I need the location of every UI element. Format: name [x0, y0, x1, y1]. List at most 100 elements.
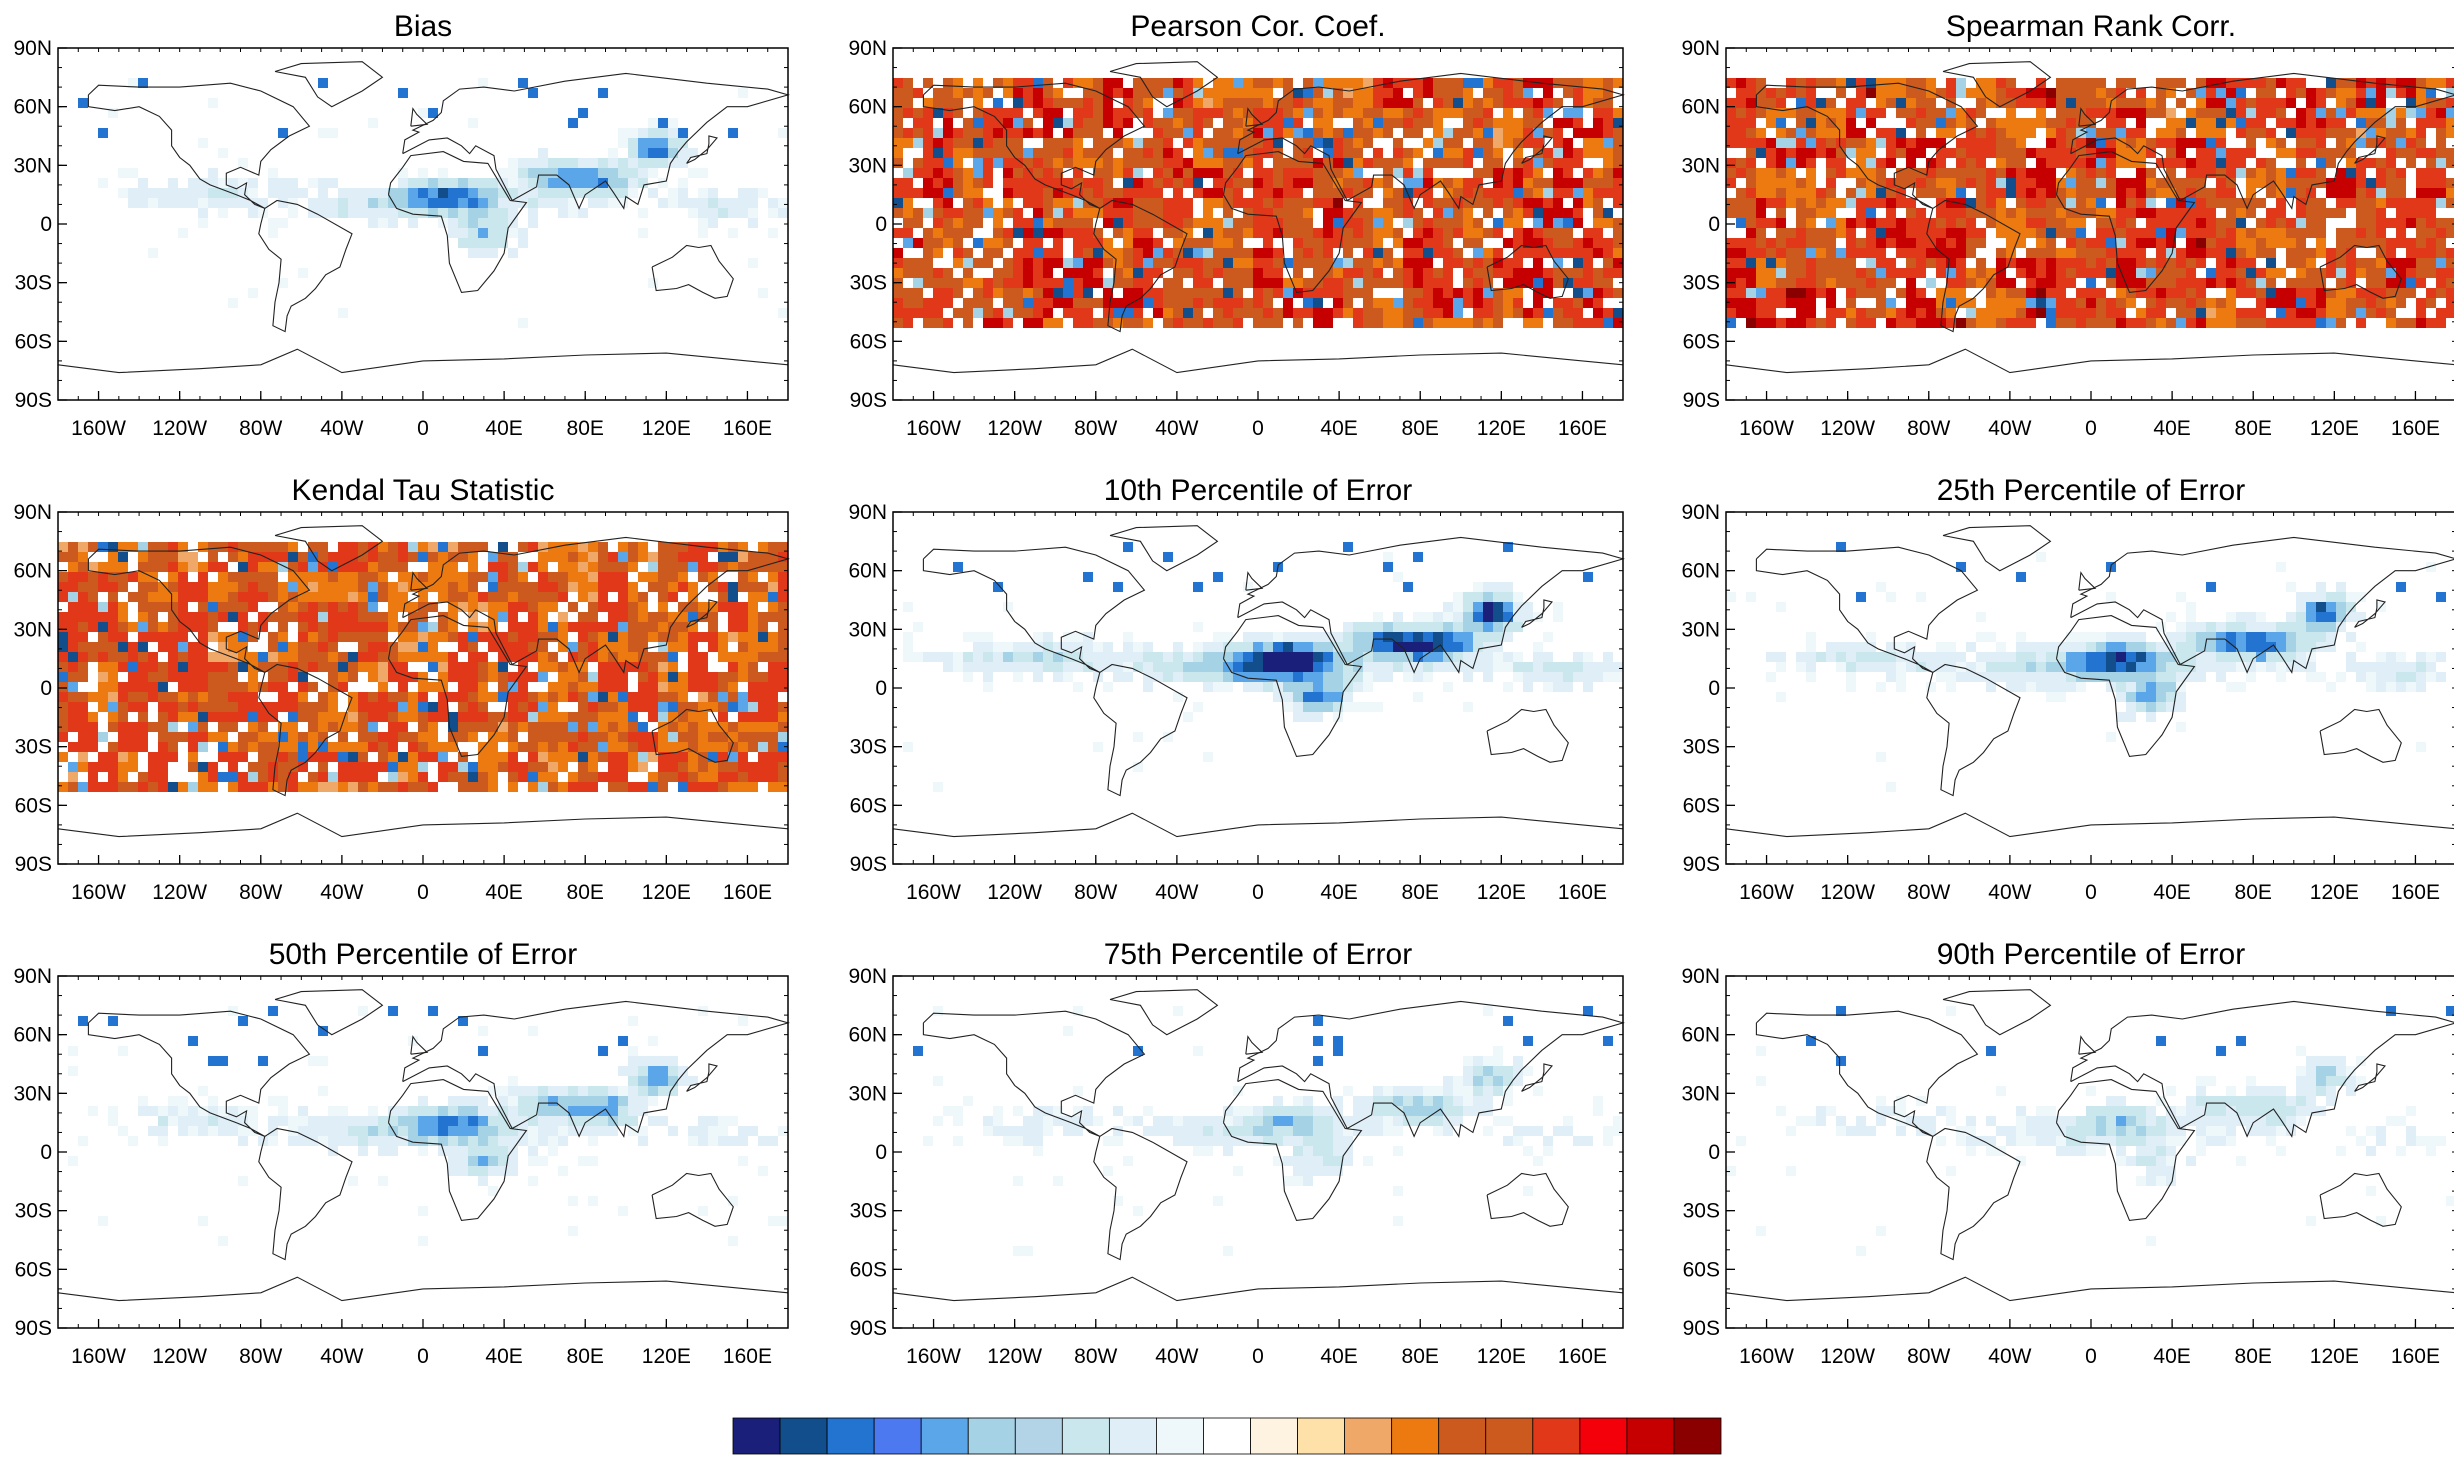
coastline: [1093, 663, 1188, 797]
lon-tick-label: 120W: [152, 1345, 207, 1368]
lon-tick-label: 120E: [642, 417, 691, 440]
coastline: [57, 1276, 789, 1302]
heat-field: [68, 1006, 788, 1246]
coastline: [1109, 61, 1219, 108]
lat-tick-label: 60S: [1683, 330, 1720, 353]
lat-tick-label: 90S: [850, 389, 887, 412]
coastline: [892, 348, 1624, 374]
lat-tick-label: 60N: [13, 1024, 52, 1047]
lat-tick-label: 30N: [848, 154, 887, 177]
lon-tick-label: 160E: [2391, 417, 2440, 440]
lat-tick-label: 30N: [1681, 618, 1720, 641]
lon-tick-label: 120E: [642, 881, 691, 904]
lat-tick-label: 90N: [848, 37, 887, 60]
lat-tick-label: 90S: [1683, 853, 1720, 876]
coastline: [2055, 1079, 2196, 1221]
lat-tick-label: 30S: [1683, 736, 1720, 759]
coastline: [258, 199, 353, 333]
lon-tick-label: 160W: [71, 881, 126, 904]
lat-tick-label: 30N: [13, 1082, 52, 1105]
coastline: [1755, 82, 1979, 209]
lat-tick-label: 60S: [850, 1258, 887, 1281]
lat-tick-label: 30S: [850, 272, 887, 295]
lat-tick-label: 60N: [848, 560, 887, 583]
coastline: [1725, 348, 2454, 374]
coastline: [402, 536, 790, 674]
colorbar-swatch: [1061, 1417, 1110, 1455]
lon-tick-label: 40W: [1988, 417, 2031, 440]
coastline: [686, 1063, 719, 1092]
coastline: [686, 135, 719, 164]
heat-field: [893, 78, 1623, 328]
coastline: [2354, 599, 2387, 628]
lat-tick-label: 0: [1708, 1141, 1720, 1164]
coastline: [2319, 1172, 2402, 1227]
lon-tick-label: 80W: [1074, 881, 1117, 904]
lat-tick-label: 30N: [13, 154, 52, 177]
lon-tick-label: 0: [2085, 417, 2097, 440]
lon-tick-label: 160E: [723, 417, 772, 440]
lat-tick-label: 60S: [850, 330, 887, 353]
coastline: [1486, 1172, 1569, 1227]
coastline: [1926, 1127, 2021, 1261]
lat-tick-label: 90N: [848, 501, 887, 524]
lat-tick-label: 60S: [15, 330, 52, 353]
coastline: [1486, 244, 1569, 299]
lon-tick-label: 40W: [1155, 417, 1198, 440]
lon-tick-label: 0: [417, 1345, 429, 1368]
lon-tick-label: 80E: [1402, 881, 1439, 904]
coastline: [387, 1079, 528, 1221]
lon-tick-label: 40E: [2153, 881, 2190, 904]
coastline: [410, 1035, 429, 1055]
lon-tick-label: 0: [417, 417, 429, 440]
lon-tick-label: 40E: [485, 881, 522, 904]
coastline: [410, 107, 429, 127]
coastline: [1942, 989, 2052, 1036]
coastline: [892, 1276, 1624, 1302]
lat-tick-label: 0: [1708, 677, 1720, 700]
lat-tick-label: 30N: [1681, 1082, 1720, 1105]
lat-tick-label: 30S: [1683, 272, 1720, 295]
coastline: [1942, 61, 2052, 108]
lat-tick-label: 90N: [848, 965, 887, 988]
coastline: [274, 989, 384, 1036]
panel-title: 25th Percentile of Error: [1937, 474, 2245, 507]
lon-tick-label: 160W: [906, 1345, 961, 1368]
map-panel: Pearson Cor. Coef. 160W 120W 80W 40W 0 40E 80E 1…: [848, 10, 1625, 440]
panel-title: Bias: [394, 10, 452, 43]
lon-tick-label: 80E: [1402, 417, 1439, 440]
lon-tick-label: 160E: [2391, 1345, 2440, 1368]
coastline: [1942, 525, 2052, 572]
lon-tick-label: 0: [2085, 1345, 2097, 1368]
coastline: [1521, 1063, 1554, 1092]
lat-tick-label: 30S: [850, 1200, 887, 1223]
coastline: [274, 525, 384, 572]
lat-tick-label: 0: [875, 677, 887, 700]
lon-tick-label: 40E: [2153, 1345, 2190, 1368]
coastline: [922, 546, 1146, 673]
coastline: [87, 82, 311, 209]
lat-tick-label: 0: [40, 677, 52, 700]
lat-tick-label: 90S: [850, 853, 887, 876]
lon-tick-label: 160W: [1739, 417, 1794, 440]
colorbar-swatch: [1108, 1417, 1157, 1455]
coastline: [1237, 1000, 1625, 1138]
coastline: [387, 615, 528, 757]
lat-tick-label: 60N: [13, 560, 52, 583]
coastline: [1521, 135, 1554, 164]
map-frame: [1725, 511, 2454, 865]
colorbar-swatch: [1673, 1417, 1722, 1455]
colorbar-swatch: [1156, 1417, 1204, 1455]
lon-tick-label: 40W: [1988, 1345, 2031, 1368]
coastline: [2055, 151, 2196, 293]
coastline: [1222, 615, 1363, 757]
lon-tick-label: 160W: [71, 417, 126, 440]
map-panel: 10th Percentile of Error 160W 120W 80W 40W 0 4…: [848, 474, 1625, 904]
lon-tick-label: 40W: [1155, 881, 1198, 904]
lon-tick-label: 80E: [2235, 881, 2272, 904]
colorbar-swatch: [1438, 1417, 1487, 1455]
lon-tick-label: 120W: [987, 1345, 1042, 1368]
lon-tick-label: 120W: [1820, 1345, 1875, 1368]
lon-tick-label: 120W: [987, 417, 1042, 440]
lat-tick-label: 60S: [1683, 794, 1720, 817]
